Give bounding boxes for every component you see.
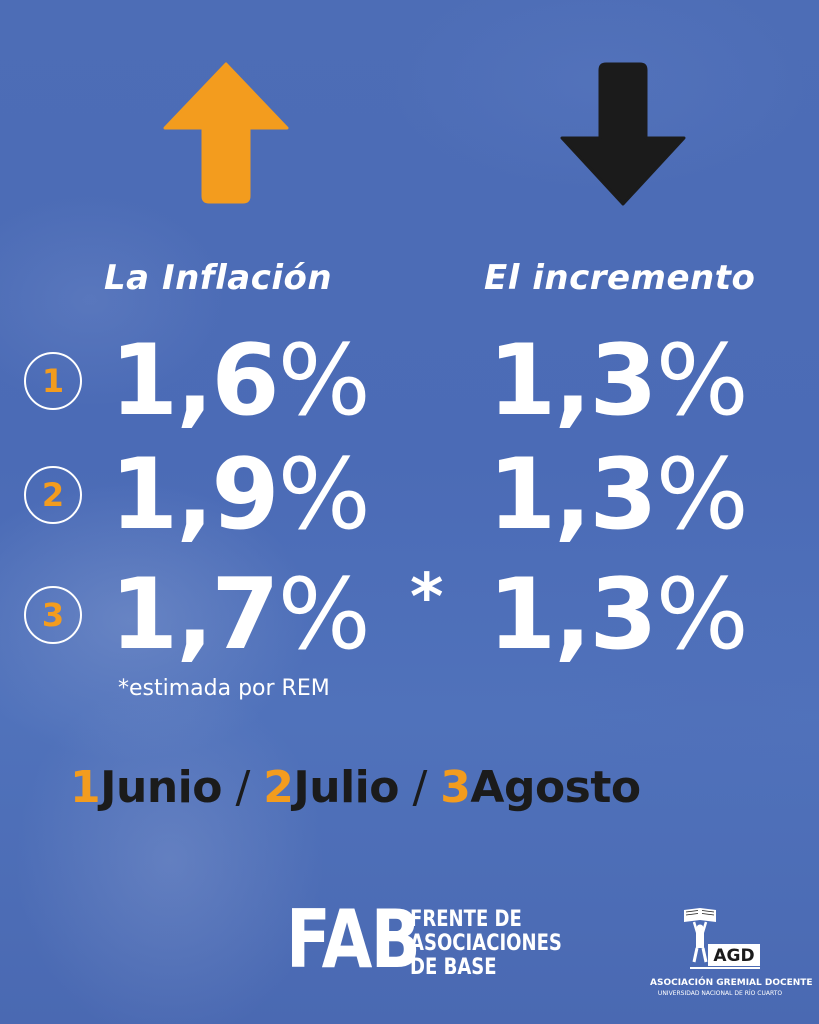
fab-logo: FAB — [286, 893, 421, 986]
month-number: 2 — [263, 762, 294, 813]
percent-sign: % — [655, 324, 749, 438]
inflation-number: 1,9 — [110, 438, 280, 552]
inflation-value: 1,7% — [110, 566, 371, 664]
estimate-footnote: *estimada por REM — [118, 676, 330, 701]
percent-sign: % — [277, 558, 371, 672]
increment-number: 1,3 — [488, 438, 658, 552]
fab-name-line: ASOCIACIONES — [410, 931, 562, 956]
increment-value: 1,3% — [488, 446, 749, 544]
month-number: 3 — [41, 596, 65, 634]
agd-acronym: AGD — [713, 946, 754, 966]
inflation-value: 1,9% — [110, 446, 371, 544]
arrow-down-icon — [560, 62, 686, 206]
percent-sign: % — [277, 324, 371, 438]
agd-university: UNIVERSIDAD NACIONAL DE RÍO CUARTO — [657, 990, 783, 997]
month-number: 1 — [70, 762, 101, 813]
fab-name-line: DE BASE — [410, 955, 497, 980]
month-separator: / — [398, 762, 441, 813]
increment-number: 1,3 — [488, 558, 658, 672]
increment-value: 1,3% — [488, 566, 749, 664]
estimate-asterisk: * — [410, 561, 444, 635]
increment-number: 1,3 — [488, 324, 658, 438]
month-number: 1 — [41, 362, 65, 400]
inflation-heading: La Inflación — [104, 258, 333, 298]
month-number: 2 — [41, 476, 65, 514]
increment-heading: El incremento — [484, 258, 756, 298]
month-number: 3 — [440, 762, 471, 813]
agd-logo: AGD ASOCIACIÓN GREMIAL DOCENTE UNIVERSID… — [650, 906, 813, 1002]
month-number-badge: 3 — [24, 586, 82, 644]
fab-name-line: FRENTE DE — [410, 907, 522, 932]
fab-full-name: FRENTE DE ASOCIACIONES DE BASE — [410, 908, 562, 980]
month-name: Junio — [100, 762, 222, 813]
book-figure-icon: AGD — [684, 908, 760, 969]
agd-full-name: ASOCIACIÓN GREMIAL DOCENTE — [650, 978, 813, 988]
percent-sign: % — [655, 558, 749, 672]
percent-sign: % — [655, 438, 749, 552]
inflation-number: 1,6 — [110, 324, 280, 438]
month-name: Julio — [293, 762, 399, 813]
percent-sign: % — [277, 438, 371, 552]
month-separator: / — [221, 762, 264, 813]
arrow-up-icon — [163, 62, 289, 204]
increment-value: 1,3% — [488, 332, 749, 430]
months-legend: 1Junio / 2Julio / 3Agosto — [70, 762, 641, 813]
inflation-value: 1,6% — [110, 332, 371, 430]
inflation-number: 1,7 — [110, 558, 280, 672]
month-name: Agosto — [470, 762, 641, 813]
month-number-badge: 1 — [24, 352, 82, 410]
month-number-badge: 2 — [24, 466, 82, 524]
